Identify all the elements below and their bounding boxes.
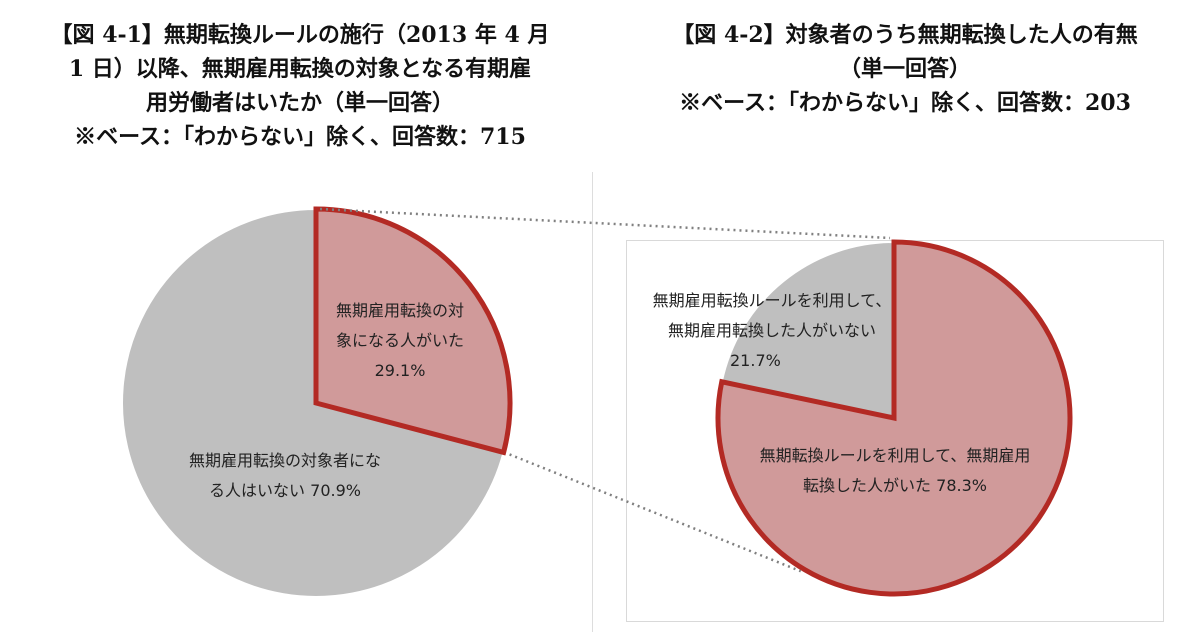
figure-4-1-title-line: 1 日）以降、無期雇用転換の対象となる有期雇 (68, 56, 532, 82)
pie2-slice-not-converted-label: 無期雇用転換ルールを利用して、 無期雇用転換した人がいない 21.7% (642, 286, 902, 376)
pie1-slice-target-label-line: 無期雇用転換の対 (335, 301, 464, 320)
pie1-slice-highlight (313, 206, 513, 456)
pie1-slice-none-label-last: る人はいない 70.9% (150, 476, 420, 506)
pie1-slice-none-value: 70.9% (310, 481, 361, 500)
pie1-slice-none-label: 無期雇用転換の対象者にな る人はいない 70.9% (150, 446, 420, 506)
pie2-slice-other (720, 240, 895, 420)
figure-4-2-title-line: （単一回答） (838, 56, 971, 82)
figure-4-1-title-line: 用労働者はいたか（単一回答） (145, 90, 454, 116)
pie1-slice-target-label: 無期雇用転換の対 象になる人がいた 29.1% (300, 296, 500, 386)
figure-4-2-title-line: 【図 4-2】対象者のうち無期転換した人の有無 (672, 22, 1138, 48)
pie2-slice-converted-value: 78.3% (936, 476, 987, 495)
figure-4-1-title: 【図 4-1】無期転換ルールの施行（2013 年 4 月 1 日）以降、無期雇用… (10, 18, 590, 154)
pie1-slice-other (121, 207, 505, 598)
pie2-slice-converted-label: 無期転換ルールを利用して、無期雇用 転換した人がいた 78.3% (740, 441, 1050, 501)
pie2-slice-converted-label-line: 無期転換ルールを利用して、無期雇用 (759, 446, 1031, 465)
figure-4-1-title-line: 【図 4-1】無期転換ルールの施行（2013 年 4 月 (50, 22, 550, 48)
pie2-slice-not-converted-label-line: 無期雇用転換した人がいない (667, 321, 876, 340)
connector-line-top (319, 207, 891, 240)
pie1-slice-target-label-line: 象になる人がいた (335, 331, 464, 350)
figure-4-2-title: 【図 4-2】対象者のうち無期転換した人の有無 （単一回答） ※ベース：「わから… (620, 18, 1190, 120)
pie1-slice-none-label-line: る人はいない (209, 481, 306, 500)
pie2-slice-converted-label-line: 転換した人がいた (803, 476, 932, 495)
pie1-slice-target-value: 29.1% (374, 361, 426, 380)
pie2-slice-converted-label-last: 転換した人がいた 78.3% (740, 471, 1050, 501)
pie2-slice-highlight (715, 239, 1073, 597)
pie1-slice-none-label-line: 無期雇用転換の対象者にな (188, 451, 381, 470)
figure-4-2-base-note: ※ベース：「わからない」除く、回答数：203 (679, 90, 1131, 116)
pie2-slice-not-converted-value: 21.7% (730, 351, 781, 370)
figure-4-1-base-note: ※ベース：「わからない」除く、回答数：715 (74, 124, 526, 150)
connector-line-bottom (509, 453, 802, 573)
figure-divider (592, 172, 593, 632)
pie2-slice-not-converted-label-line: 無期雇用転換ルールを利用して、 (652, 291, 892, 310)
